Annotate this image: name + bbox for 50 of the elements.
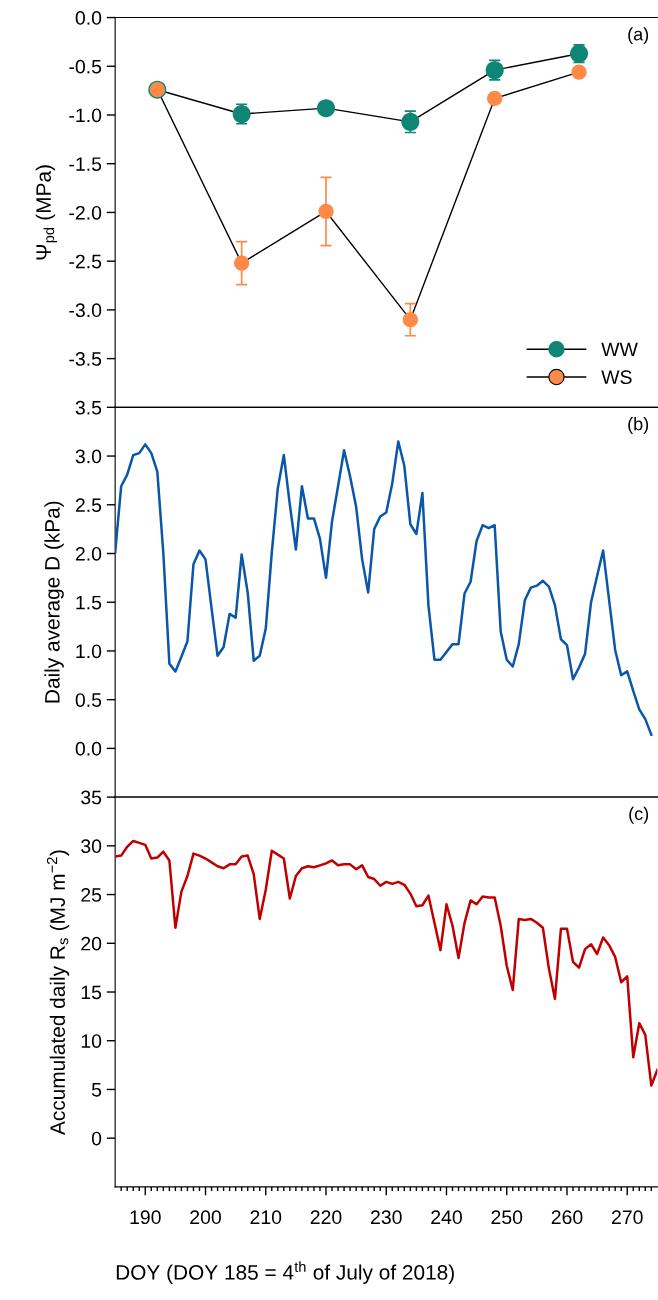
x-tick-label: 260 [551, 1210, 583, 1225]
y-axis-title: Ψ$_{pd}$ (MPa) [35, 165, 58, 260]
point [234, 255, 250, 271]
line-series [115, 839, 658, 1087]
point [402, 311, 418, 328]
x-tick-label: 240 [431, 1210, 462, 1225]
line-series [115, 440, 653, 736]
y-tick-label: 0.0 [75, 11, 102, 25]
y-tick-label: 2.0 [75, 546, 102, 561]
y-tick-label: -3.0 [69, 303, 102, 318]
x-tick-label: 220 [310, 1210, 342, 1225]
y-tick-label: -1.5 [69, 157, 102, 171]
legend-label: WS [601, 370, 632, 385]
annotation: (b) [628, 417, 649, 434]
x-axis-title: DOY (DOY 185 = 4$^{th}$ of July of 2018) [116, 1261, 454, 1284]
y-tick-label: 1.5 [76, 595, 102, 610]
point [487, 90, 503, 107]
point [318, 203, 334, 220]
y-tick-label: 35 [81, 790, 102, 805]
y-tick-label: -2.0 [69, 205, 102, 220]
y-tick-label: 20 [81, 936, 102, 951]
x-tick-label: 230 [371, 1210, 402, 1225]
y-tick-label: 25 [81, 888, 102, 902]
y-tick-label: 2.5 [75, 498, 102, 513]
x-tick-label: 190 [130, 1210, 161, 1225]
annotation: (c) [629, 806, 649, 824]
x-tick-label: 250 [491, 1210, 523, 1225]
point [316, 99, 336, 118]
y-tick-label: -2.5 [69, 254, 102, 269]
y-tick-label: -3.5 [69, 352, 102, 366]
y-tick-label: 0 [91, 1131, 102, 1146]
y-tick-label: 3.0 [75, 449, 102, 464]
legend-label: WW [601, 342, 638, 357]
y-tick-label: 30 [81, 839, 102, 854]
y-tick-label: 15 [81, 985, 102, 1000]
y-axis-title: Daily average D (kPa) [44, 501, 64, 703]
y-tick-label: 5 [91, 1083, 102, 1097]
x-tick-label: 200 [190, 1210, 221, 1225]
y-tick-label: 1.0 [76, 644, 102, 659]
y-tick-label: 10 [81, 1034, 102, 1048]
y-tick-label: 0.0 [75, 741, 102, 756]
y-tick-label: 3.5 [75, 400, 102, 415]
y-tick-label: -1.0 [69, 108, 102, 123]
y-axis-title: Accumulated daily R$_{s}$ (MJ m$^{−2}$) [46, 850, 70, 1135]
annotation: (a) [628, 27, 649, 45]
y-tick-label: -0.5 [69, 59, 102, 74]
x-tick-label: 270 [611, 1210, 643, 1225]
x-tick-label: 210 [250, 1210, 282, 1225]
y-tick-label: 0.5 [75, 693, 102, 707]
point [571, 64, 587, 80]
